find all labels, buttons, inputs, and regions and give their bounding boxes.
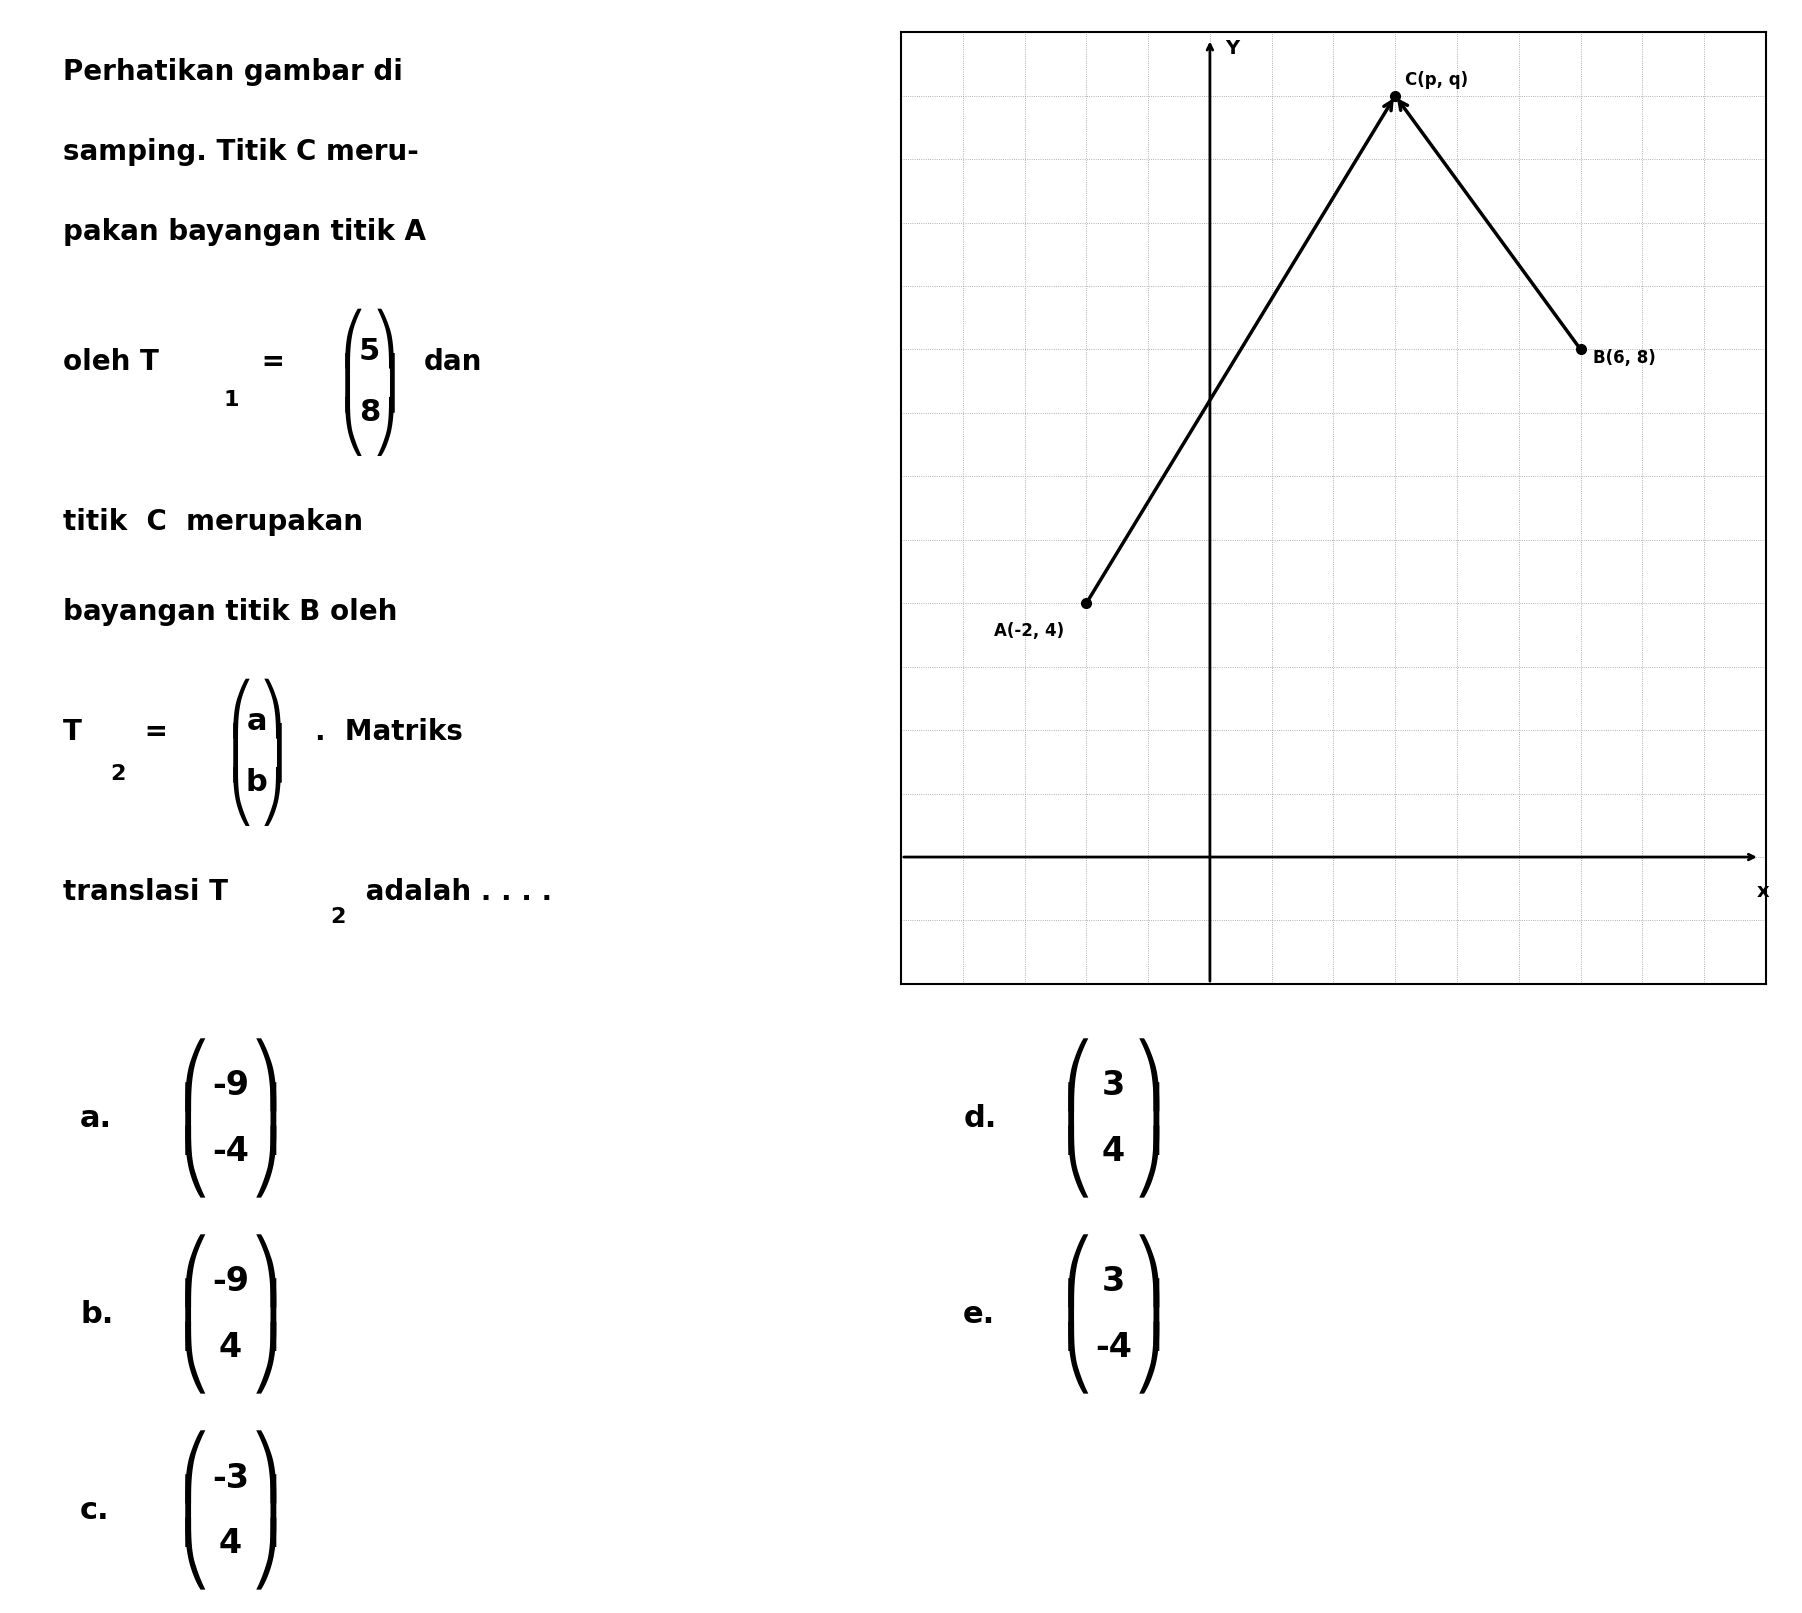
Text: -4: -4: [213, 1134, 249, 1168]
Text: b: b: [245, 768, 268, 797]
Text: 3: 3: [1101, 1069, 1124, 1102]
Text: C(p, q): C(p, q): [1404, 71, 1467, 89]
Text: ⎜: ⎜: [1063, 1277, 1094, 1352]
Text: ⎟: ⎟: [1133, 1082, 1164, 1155]
Text: -3: -3: [213, 1461, 249, 1495]
Text: a: a: [247, 708, 267, 737]
Text: 2: 2: [332, 908, 346, 927]
Text: 4: 4: [218, 1331, 241, 1363]
Text: dan: dan: [423, 348, 481, 376]
Text: ⎝: ⎝: [180, 1126, 211, 1198]
Text: ⎜: ⎜: [341, 352, 366, 413]
Text: ⎞: ⎞: [373, 308, 398, 368]
Text: ⎠: ⎠: [250, 1518, 281, 1590]
Text: ⎠: ⎠: [1133, 1323, 1164, 1394]
Text: ⎛: ⎛: [1063, 1039, 1094, 1111]
Text: ⎝: ⎝: [1063, 1323, 1094, 1394]
Text: ⎟: ⎟: [250, 1082, 281, 1155]
Text: =: =: [135, 718, 168, 747]
Text: ⎠: ⎠: [250, 1126, 281, 1198]
Text: ⎜: ⎜: [229, 723, 254, 782]
Text: ⎞: ⎞: [259, 679, 285, 739]
Text: ⎟: ⎟: [250, 1474, 281, 1547]
Text: pakan bayangan titik A: pakan bayangan titik A: [63, 218, 425, 247]
Text: samping. Titik C meru-: samping. Titik C meru-: [63, 139, 418, 166]
Text: d.: d.: [962, 1103, 997, 1132]
Text: =: =: [252, 348, 285, 376]
Text: ⎛: ⎛: [341, 308, 366, 368]
Text: ⎝: ⎝: [229, 766, 254, 826]
Text: ⎝: ⎝: [180, 1323, 211, 1394]
Text: 1: 1: [223, 390, 240, 410]
Text: e.: e.: [962, 1300, 995, 1329]
Text: ⎛: ⎛: [180, 1039, 211, 1111]
Text: 2: 2: [110, 765, 126, 784]
Text: adalah . . . .: adalah . . . .: [357, 879, 551, 907]
Text: ⎟: ⎟: [250, 1277, 281, 1352]
Text: 4: 4: [218, 1528, 241, 1560]
Text: ⎛: ⎛: [229, 679, 254, 739]
Text: ⎠: ⎠: [1133, 1126, 1164, 1198]
Text: ⎟: ⎟: [259, 723, 285, 782]
Text: ⎛: ⎛: [180, 1234, 211, 1308]
Text: c.: c.: [79, 1497, 110, 1526]
Text: bayangan titik B oleh: bayangan titik B oleh: [63, 598, 398, 626]
Text: ⎝: ⎝: [1063, 1126, 1094, 1198]
Text: ⎝: ⎝: [341, 397, 366, 456]
Text: ⎜: ⎜: [180, 1474, 211, 1547]
Text: ⎜: ⎜: [180, 1082, 211, 1155]
Text: ⎛: ⎛: [180, 1431, 211, 1503]
Text: T: T: [63, 718, 81, 747]
Text: a.: a.: [79, 1103, 112, 1132]
Text: translasi T: translasi T: [63, 879, 229, 907]
Text: titik  C  merupakan: titik C merupakan: [63, 508, 362, 536]
Text: ⎞: ⎞: [250, 1234, 281, 1308]
Text: ⎛: ⎛: [1063, 1234, 1094, 1308]
Text: -9: -9: [213, 1069, 249, 1102]
Text: b.: b.: [79, 1300, 114, 1329]
Text: Perhatikan gambar di: Perhatikan gambar di: [63, 58, 404, 85]
Text: .  Matriks: . Matriks: [315, 718, 463, 747]
Text: ⎠: ⎠: [259, 766, 285, 826]
Text: -4: -4: [1096, 1331, 1132, 1363]
Text: ⎞: ⎞: [1133, 1039, 1164, 1111]
Text: ⎟: ⎟: [1133, 1277, 1164, 1352]
Text: ⎞: ⎞: [250, 1039, 281, 1111]
Text: ⎞: ⎞: [1133, 1234, 1164, 1308]
Text: oleh T: oleh T: [63, 348, 159, 376]
Text: 4: 4: [1101, 1134, 1124, 1168]
Text: ⎞: ⎞: [250, 1431, 281, 1503]
Text: ⎝: ⎝: [180, 1518, 211, 1590]
Text: B(6, 8): B(6, 8): [1593, 350, 1656, 368]
Text: -9: -9: [213, 1266, 249, 1298]
Text: 3: 3: [1101, 1266, 1124, 1298]
Text: 8: 8: [359, 398, 380, 427]
Text: ⎜: ⎜: [180, 1277, 211, 1352]
Text: A(-2, 4): A(-2, 4): [993, 623, 1063, 640]
Text: ⎠: ⎠: [373, 397, 398, 456]
Text: x: x: [1757, 882, 1770, 902]
Text: ⎜: ⎜: [1063, 1082, 1094, 1155]
Text: Y: Y: [1225, 39, 1240, 58]
Text: 5: 5: [359, 337, 380, 366]
Text: ⎠: ⎠: [250, 1323, 281, 1394]
Text: ⎟: ⎟: [373, 352, 398, 413]
